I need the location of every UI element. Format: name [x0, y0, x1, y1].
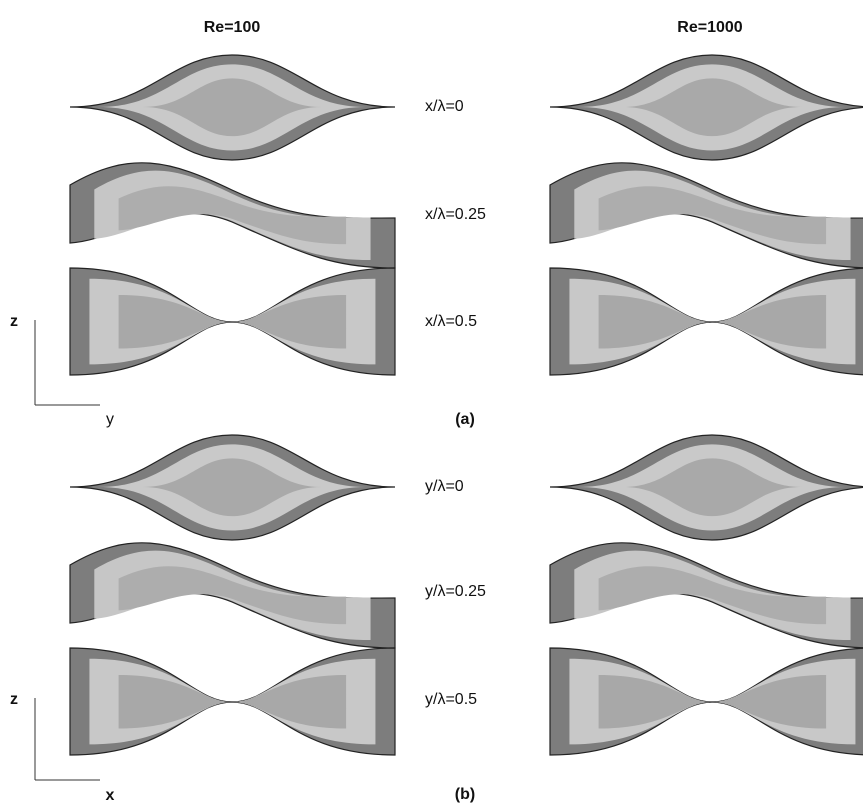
panel-a-right — [550, 55, 863, 375]
axis-label: z — [10, 691, 18, 708]
axis-label: z — [10, 313, 18, 330]
panel-label: (b) — [455, 786, 475, 803]
row-label: x/λ=0.5 — [425, 313, 477, 330]
row-label: x/λ=0 — [425, 98, 464, 115]
panel-label: (a) — [455, 411, 475, 428]
axis-label: y — [106, 411, 114, 428]
row-label: x/λ=0.25 — [425, 206, 486, 223]
axis-label: x — [106, 787, 115, 804]
figure: Re=100 Re=1000 x/λ=0 x/λ=0.25 x/λ=0.5 (a… — [0, 0, 863, 805]
panel-a-left — [70, 55, 395, 375]
column-title: Re=1000 — [677, 19, 742, 36]
panel-b-left — [70, 435, 395, 755]
row-label: y/λ=0.25 — [425, 583, 486, 600]
panel-b-right — [550, 435, 863, 755]
column-title: Re=100 — [204, 19, 261, 36]
row-label: y/λ=0 — [425, 478, 464, 495]
row-label: y/λ=0.5 — [425, 691, 477, 708]
